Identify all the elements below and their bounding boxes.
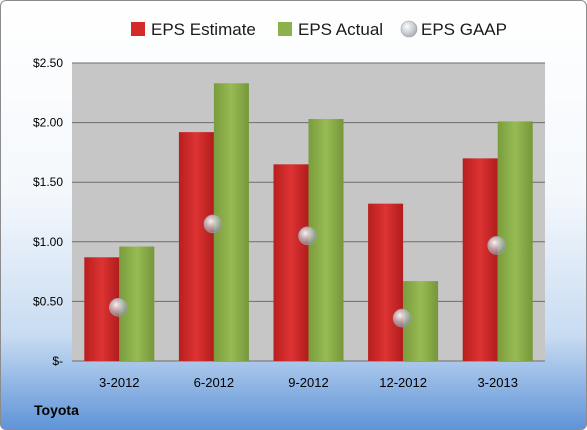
y-tick-label: $2.00 [33, 116, 63, 130]
legend-swatch-actual [278, 22, 292, 36]
gaap-marker [203, 214, 223, 234]
estimate-bar [368, 203, 404, 361]
estimate-bar [178, 132, 214, 361]
y-tick-label: $1.50 [33, 175, 63, 189]
legend-swatch-estimate [131, 22, 145, 36]
y-tick-label: $0.50 [33, 294, 63, 308]
y-tick-label: $- [52, 354, 63, 368]
gaap-marker [109, 298, 128, 317]
company-name: Toyota [34, 402, 79, 418]
gaap-markers [109, 214, 507, 328]
x-axis: 3-2012 6-2012 9-2012 12-2012 3-2013 [99, 375, 518, 390]
legend-swatch-gaap [400, 20, 418, 38]
legend-label: EPS Actual [298, 20, 383, 39]
x-tick-label: 3-2013 [477, 375, 517, 390]
gaap-marker [298, 226, 317, 246]
legend-label: EPS Estimate [151, 20, 256, 39]
x-tick-label: 3-2012 [99, 375, 139, 390]
x-tick-label: 6-2012 [194, 375, 234, 390]
legend-label: EPS GAAP [421, 20, 507, 39]
x-tick-label: 12-2012 [379, 375, 427, 390]
estimate-bar [273, 164, 309, 361]
gaap-marker [487, 236, 507, 255]
y-axis: $- $0.50 $1.00 $1.50 $2.00 $2.50 [33, 56, 63, 368]
estimate-bar [462, 158, 498, 361]
x-tick-label: 9-2012 [288, 375, 328, 390]
legend: EPS Estimate EPS Actual EPS GAAP [131, 20, 507, 39]
gaap-marker [392, 308, 412, 328]
y-tick-label: $1.00 [33, 235, 63, 249]
y-tick-label: $2.50 [33, 56, 63, 70]
